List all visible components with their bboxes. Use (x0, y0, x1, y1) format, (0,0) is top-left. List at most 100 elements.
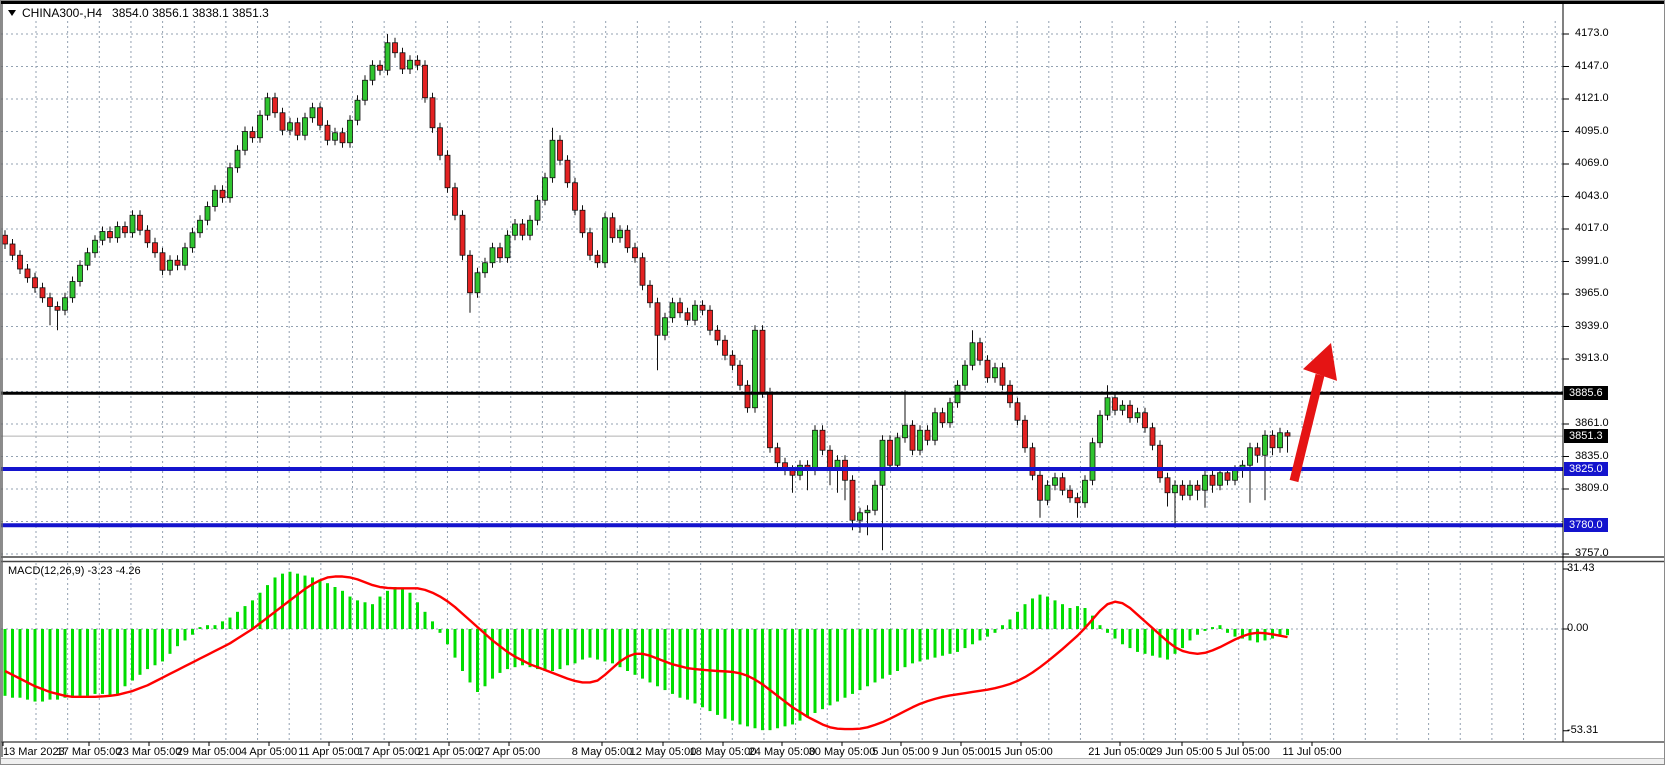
macd-bar (978, 629, 982, 641)
macd-bar (101, 629, 104, 694)
candle-bear (1179, 484, 1186, 496)
candle-bull (84, 252, 91, 266)
time-tick-label: 15 Jun 05:00 (989, 746, 1053, 758)
candle-bear (1059, 477, 1066, 491)
macd-bar (506, 629, 509, 670)
candles (2, 34, 1291, 551)
time-tick-label: 27 Apr 05:00 (477, 746, 541, 758)
candle-bear (137, 214, 143, 231)
candle-bull (1172, 484, 1178, 494)
macd-bar (806, 629, 809, 717)
candle-bear (324, 124, 331, 141)
candle-bull (242, 131, 248, 151)
chart-title-bar[interactable]: CHINA300-,H4 3854.0 3856.1 3838.1 3851.3 (8, 6, 269, 20)
candle-bull (384, 42, 391, 71)
candle-bull (482, 262, 488, 274)
macd-bar (551, 629, 554, 671)
macd-tick-label: 31.43 (1567, 562, 1595, 574)
macd-bar (108, 629, 112, 696)
macd-bar (356, 600, 359, 629)
macd-bar (843, 629, 847, 698)
macd-bar (438, 629, 442, 633)
macd-bar (71, 629, 74, 698)
macd-bar (581, 629, 584, 660)
candle-bear (684, 312, 691, 321)
candle-bear (107, 231, 113, 239)
candle-bear (1014, 402, 1021, 421)
candle-bear (887, 439, 893, 466)
macd-bar (956, 629, 959, 652)
macd-bar (363, 602, 367, 629)
ohlc-values: 3854.0 3856.1 3838.1 3851.3 (112, 6, 269, 20)
candle-bear (1254, 447, 1261, 456)
candle-bull (227, 167, 233, 199)
candle-bear (647, 284, 653, 304)
macd-bar (768, 629, 772, 731)
macd-bar (93, 629, 97, 694)
macd-bar (821, 629, 824, 710)
candle-bull (872, 484, 878, 511)
candle-bear (624, 229, 631, 249)
trend-arrow-head (1302, 343, 1338, 381)
time-tick-label: 12 May 05:00 (629, 746, 697, 758)
candle-bull (812, 429, 818, 471)
macd-bar (251, 600, 254, 629)
macd-bar (281, 573, 284, 629)
macd-bar (896, 629, 899, 671)
macd-bar (663, 629, 667, 691)
macd-bar (671, 629, 674, 694)
macd-bar (296, 573, 299, 629)
candle-bear (1157, 444, 1163, 479)
candle-bull (129, 214, 136, 234)
macd-bar (393, 587, 397, 629)
macd-bar (221, 621, 224, 629)
price-tick-label: 4069.0 (1575, 157, 1609, 169)
candle-bull (1202, 474, 1208, 491)
macd-bar (461, 629, 464, 671)
macd-bar (1121, 629, 1124, 645)
candle-bear (654, 302, 661, 336)
candle-bear (677, 302, 683, 314)
macd-tick-label: 0.00 (1567, 622, 1589, 634)
candle-bull (234, 149, 241, 169)
candle-bull (1052, 477, 1058, 486)
macd-bar (408, 592, 412, 629)
candle-bull (369, 64, 376, 81)
price-tick-label: 3913.0 (1575, 352, 1609, 364)
macd-bar (723, 629, 727, 719)
macd-bar (1083, 608, 1087, 629)
candle-bull (257, 114, 263, 139)
time-tick-label: 29 Mar 05:00 (176, 746, 242, 758)
candle-bear (579, 209, 586, 234)
macd-bar (543, 629, 547, 671)
price-level-badge: 3825.0 (1564, 462, 1608, 476)
macd-bar (678, 629, 682, 698)
candle-bear (294, 122, 301, 136)
macd-bar (1136, 629, 1139, 652)
macd-bar (311, 577, 314, 629)
macd-bar (1166, 629, 1169, 660)
symbol-dropdown-icon[interactable] (8, 10, 16, 16)
candle-bull (534, 199, 541, 221)
macd-bar (1031, 598, 1034, 629)
candle-bull (69, 281, 76, 299)
macd-bar (611, 629, 614, 664)
candle-bull (1119, 404, 1126, 411)
time-tick-label: 21 Jun 05:00 (1088, 746, 1152, 758)
candle-bear (767, 392, 773, 449)
macd-bar (513, 629, 517, 668)
macd-bar (1008, 619, 1012, 629)
candle-bear (219, 189, 226, 199)
macd-bar (738, 629, 742, 725)
candle-bear (1284, 432, 1291, 437)
candle-bull (197, 219, 203, 234)
candle-bear (744, 384, 751, 409)
macd-bar (131, 629, 134, 681)
candle-bull (1232, 469, 1238, 481)
candle-bull (1097, 414, 1103, 444)
macd-bar (558, 629, 562, 670)
macd-bar (1038, 594, 1042, 629)
candle-bull (332, 132, 338, 141)
macd-bar (776, 629, 779, 729)
